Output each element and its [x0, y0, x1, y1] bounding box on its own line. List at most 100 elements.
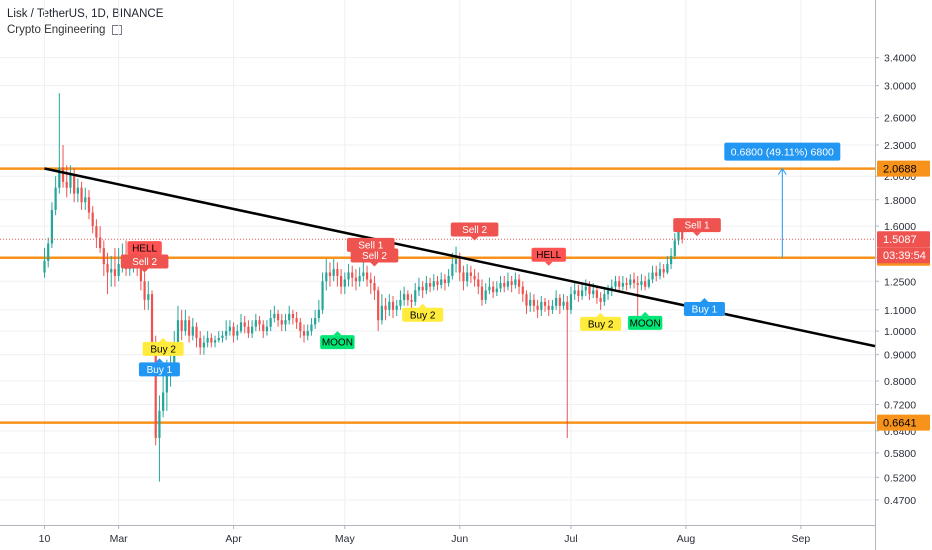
candle-body: [73, 173, 76, 194]
candle-body: [629, 279, 632, 285]
signal-box: [127, 241, 162, 256]
candle-body: [58, 167, 61, 188]
candle-body: [580, 290, 584, 297]
candle-body: [651, 272, 654, 280]
candle-body: [443, 279, 447, 284]
candle-body: [658, 269, 662, 276]
candle-body: [176, 320, 180, 343]
candle-body: [236, 331, 239, 336]
current-price-badge: 1.5087: [883, 234, 917, 246]
candle-body: [180, 320, 183, 332]
signal-box: [120, 254, 169, 269]
candle-body: [555, 297, 558, 306]
signal-box: [673, 218, 721, 233]
candle-body: [610, 286, 613, 291]
candle-body: [492, 286, 495, 293]
candle-body: [644, 281, 647, 287]
candle-body: [336, 269, 339, 276]
price-tick-label: 0.4700: [884, 495, 916, 507]
level-badge-box: [877, 160, 930, 177]
candle-body: [432, 281, 435, 287]
signal-text: Sell 2: [362, 251, 387, 262]
candle-body: [573, 290, 576, 295]
candle-body: [280, 320, 283, 325]
candle-body: [95, 226, 98, 238]
candle-body: [217, 337, 220, 341]
candle-body: [510, 281, 513, 285]
candle-body: [202, 342, 206, 348]
candle-body: [291, 313, 295, 319]
signal-label-buy-2: Buy 2: [580, 312, 622, 331]
candle-body: [228, 326, 231, 332]
signal-text: Buy 2: [150, 344, 176, 355]
candle-body: [473, 275, 476, 280]
candle-body: [399, 299, 402, 306]
price-tick-label: 3.4000: [884, 53, 916, 65]
candle-body: [551, 305, 554, 310]
candle-body: [117, 264, 120, 276]
signal-box: [450, 222, 499, 237]
candle-body: [98, 237, 102, 249]
signal-text: Buy 2: [410, 310, 436, 321]
candle-body: [102, 248, 105, 265]
signal-text: HELL: [132, 244, 157, 255]
candle-body: [288, 313, 291, 321]
signal-text: Sell 2: [132, 257, 157, 268]
signal-label-buy-2: Buy 2: [402, 303, 444, 322]
level-badge: 0.6641: [883, 418, 917, 430]
candle-body: [325, 272, 328, 282]
candle-body: [618, 281, 621, 287]
candle-body: [262, 324, 265, 332]
price-tick-label: 2.6000: [884, 113, 916, 125]
candle-body: [599, 297, 602, 302]
signal-text: Buy 1: [147, 365, 173, 376]
candle-body: [606, 290, 610, 295]
symbol-title: Lisk / TetherUS, 1D, BINANCE: [7, 8, 164, 20]
signal-text: Sell 1: [358, 240, 383, 251]
candle-body: [447, 275, 450, 284]
candle-body: [592, 290, 595, 295]
candle-body: [276, 313, 280, 321]
time-tick-label: Jun: [451, 533, 468, 545]
signal-pointer: [155, 358, 164, 363]
candle-body: [113, 269, 117, 276]
price-tick-label: 3.0000: [884, 81, 916, 93]
candle-body: [158, 410, 161, 438]
candle-body: [195, 326, 198, 338]
candle-body: [143, 281, 146, 300]
candle-body: [69, 173, 72, 188]
signal-label-buy-1: Buy 1: [683, 297, 725, 316]
candle-body: [321, 281, 324, 310]
price-tick-label: 0.8000: [884, 376, 916, 388]
candle-body: [640, 281, 643, 285]
candle-body: [673, 240, 676, 256]
signal-box: [320, 335, 355, 350]
signal-pointer: [641, 311, 650, 316]
signal-pointer: [693, 232, 702, 237]
signal-box: [142, 341, 184, 356]
candle-body: [577, 290, 580, 297]
time-tick-label: 10: [39, 533, 51, 545]
candle-body: [614, 281, 617, 287]
candle-body: [61, 167, 65, 182]
candle-body: [488, 286, 491, 291]
candle-body: [347, 272, 350, 280]
signal-text: MOON: [630, 318, 661, 329]
candle-body: [503, 283, 506, 287]
candle-body: [162, 392, 165, 411]
candle-body: [76, 187, 79, 194]
candle-body: [84, 197, 87, 203]
source-code-icon[interactable]: [111, 24, 122, 35]
price-tick-label: 0.5800: [884, 448, 916, 460]
candle-body: [380, 305, 383, 321]
candle-body: [532, 299, 536, 306]
candle-body: [410, 299, 413, 302]
candle-body: [458, 259, 461, 273]
signal-box: [531, 247, 566, 262]
time-tick-label: Jul: [564, 533, 577, 545]
candle-body: [273, 313, 276, 319]
signal-box: [580, 316, 622, 331]
candle-body: [332, 269, 335, 276]
candle-body: [436, 281, 439, 285]
